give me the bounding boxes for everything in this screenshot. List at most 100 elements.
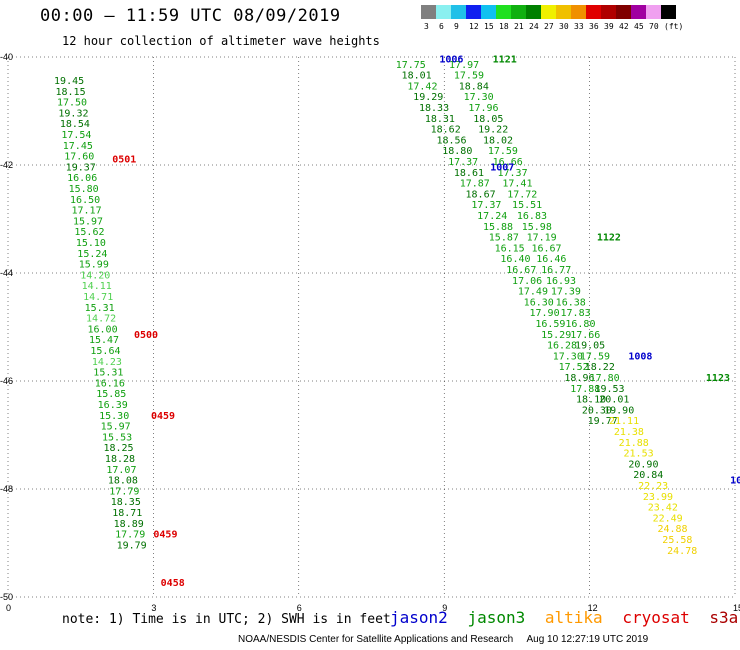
wave-height-value: 17.52 [559, 362, 589, 373]
wave-height-value: 18.61 [454, 168, 484, 179]
colorbar-labels: 3 6 9 12 15 18 21 24 27 30 33 36 39 42 45 70 (ft) [421, 22, 740, 34]
wave-height-value: 15.64 [90, 346, 120, 357]
wave-height-value: 21.88 [619, 438, 649, 449]
wave-height-value: 17.96 [468, 103, 498, 114]
wave-height-value: 24.88 [657, 524, 687, 535]
axis-ticks: 0 3 6 9 12 15 -40 -42 -44 -46 -48 -50 [0, 52, 740, 613]
map-subtitle: 12 hour collection of altimeter wave hei… [62, 34, 380, 48]
wave-height-value: 19.77 [588, 416, 618, 427]
wave-height-value: 17.72 [507, 189, 537, 200]
wave-height-value: 15.31 [85, 303, 115, 314]
colorbar-label: 12 [469, 22, 479, 31]
wave-height-value: 16.80 [565, 319, 595, 330]
colorbar-label: 70 [649, 22, 659, 31]
wave-height-value: 16.50 [70, 195, 100, 206]
wave-height-value: 14.11 [82, 281, 112, 292]
wave-height-value: 17.88 [570, 384, 600, 395]
wave-height-value: 18.35 [111, 497, 141, 508]
wave-height-value: 18.10 [576, 395, 606, 406]
wave-height-value: 17.59 [580, 351, 610, 362]
wave-height-value: 19.29 [413, 92, 443, 103]
x-tick-label: 3 [151, 603, 156, 613]
wave-height-value: 19.32 [58, 108, 88, 119]
wave-height-value: 17.80 [590, 373, 620, 384]
wave-height-value: 15.53 [102, 432, 132, 443]
y-tick-label: -50 [0, 592, 13, 602]
wave-height-value: 19.53 [594, 384, 624, 395]
wave-height-value: 19.22 [478, 125, 508, 136]
wave-height-value: 17.30 [464, 92, 494, 103]
y-tick-label: -42 [0, 160, 13, 170]
wave-height-value: 17.90 [530, 308, 560, 319]
wave-height-value: 19.90 [604, 405, 634, 416]
wave-height-value: 18.05 [473, 114, 503, 125]
footer-credit: NOAA/NESDIS Center for Satellite Applica… [238, 634, 514, 645]
wave-height-value: 15.88 [483, 222, 513, 233]
wave-height-value: 16.77 [541, 265, 571, 276]
wave-height-value: 23.99 [643, 492, 673, 503]
wave-height-value: 17.75 [396, 60, 426, 71]
wave-height-value: 16.38 [556, 297, 586, 308]
wave-height-value: 17.37 [448, 157, 478, 168]
wave-height-value: 18.67 [466, 189, 496, 200]
wave-height-value: 19.45 [54, 76, 84, 87]
colorbar-label: (ft) [664, 22, 684, 31]
colorbar-cell [421, 5, 436, 19]
wave-height-value: 18.54 [60, 119, 90, 130]
colorbar-cell [526, 5, 541, 19]
wave-height-value: 16.00 [87, 324, 117, 335]
colorbar [421, 5, 676, 19]
wave-height-value: 15.62 [74, 227, 104, 238]
wave-height-value: 16.39 [98, 400, 128, 411]
colorbar-label: 42 [619, 22, 629, 31]
wave-height-value: 15.30 [99, 411, 129, 422]
colorbar-cell [631, 5, 646, 19]
wave-height-value: 15.31 [93, 368, 123, 379]
pass-time-label: 1007 [490, 162, 514, 173]
wave-height-value: 18.33 [419, 103, 449, 114]
legend-jason2: jason2 [390, 608, 448, 627]
wave-height-value: 15.29 [541, 330, 571, 341]
pass-time-label: 1122 [597, 233, 621, 244]
y-tick-label: -48 [0, 484, 13, 494]
wave-height-value: 17.19 [527, 233, 557, 244]
wave-height-value: 16.67 [506, 265, 536, 276]
pass-time-labels: 0501 0500 0459 0459 0458 1006 1121 1007 1122 1008… [112, 54, 740, 589]
colorbar-cell [496, 5, 511, 19]
satellite-legend: jason2 jason3 altika cryosat s3a [390, 608, 740, 627]
colorbar-cell [646, 5, 661, 19]
pass-time-label: 1123 [706, 373, 730, 384]
wave-height-value: 17.79 [115, 530, 145, 541]
map-title: 00:00 – 11:59 UTC 08/09/2019 [40, 6, 341, 26]
legend-s3a: s3a [709, 608, 739, 627]
colorbar-cell [556, 5, 571, 19]
wave-height-value: 15.80 [69, 184, 99, 195]
wave-height-value: 24.78 [667, 546, 697, 557]
wave-height-value: 17.49 [518, 287, 548, 298]
colorbar-label: 9 [454, 22, 459, 31]
units-note: note: 1) Time is in UTC; 2) SWH is in fe… [62, 612, 391, 627]
wave-height-value: 18.71 [112, 508, 142, 519]
colorbar-label: 18 [499, 22, 509, 31]
x-tick-label: 12 [588, 603, 598, 613]
colorbar-label: 21 [514, 22, 524, 31]
wave-height-value: 17.83 [561, 308, 591, 319]
legend-cryosat: cryosat [622, 608, 690, 627]
wave-height-value: 15.97 [73, 216, 103, 227]
colorbar-cell [571, 5, 586, 19]
wave-height-value: 17.37 [471, 200, 501, 211]
wave-height-value: 23.42 [648, 503, 678, 514]
track-points: 19.4518.1517.5019.3218.5417.5417.4517.60… [54, 60, 697, 557]
colorbar-cell [616, 5, 631, 19]
wave-height-value: 20.01 [599, 395, 629, 406]
wave-height-value: 18.84 [459, 81, 489, 92]
colorbar-label: 24 [529, 22, 539, 31]
pass-time-label: 10 [730, 476, 740, 487]
wave-height-value: 17.60 [64, 152, 94, 163]
pass-time-label: 1006 [439, 54, 463, 65]
wave-height-value: 18.02 [483, 135, 513, 146]
wave-height-value: 16.59 [535, 319, 565, 330]
y-tick-label: -44 [0, 268, 13, 278]
colorbar-label: 36 [589, 22, 599, 31]
